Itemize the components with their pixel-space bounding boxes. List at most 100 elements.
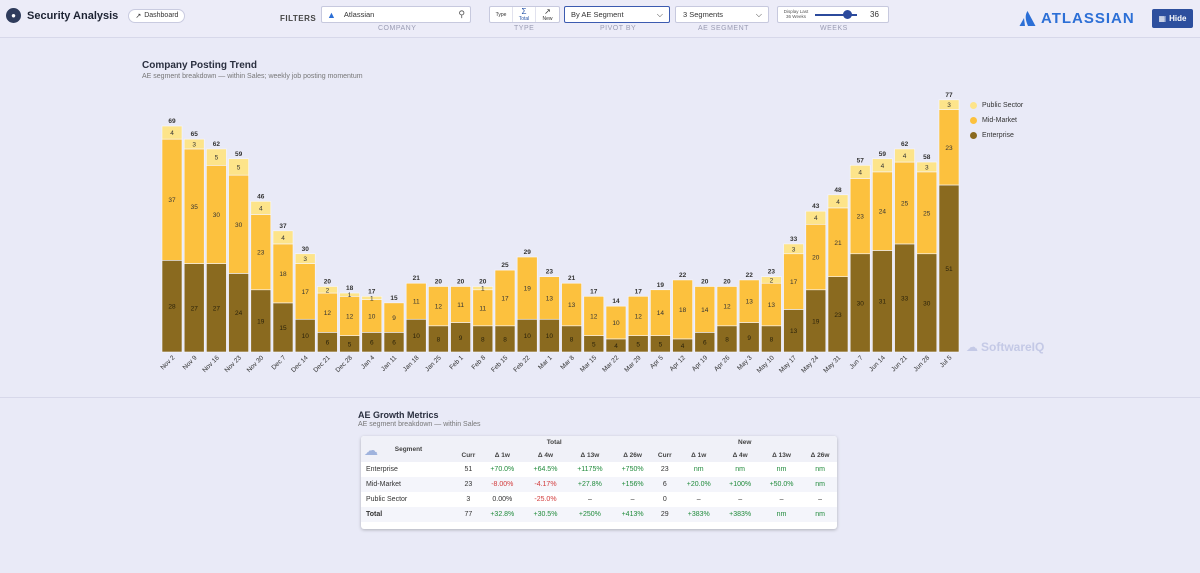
bar-segment[interactable]: [450, 286, 471, 323]
bar-segment[interactable]: [361, 296, 383, 300]
column-header[interactable]: Curr: [461, 452, 476, 459]
bar-segment[interactable]: [383, 302, 405, 333]
data-label: 8: [570, 336, 574, 343]
metric-cell: nm: [815, 466, 825, 473]
bar-segment[interactable]: [405, 282, 427, 320]
weeks-slider-track[interactable]: [815, 14, 857, 16]
search-icon[interactable]: ⚲: [458, 9, 465, 19]
x-tick-label: Feb 22: [512, 354, 532, 374]
bar-segment[interactable]: [161, 125, 183, 140]
legend-label: Mid-Market: [982, 117, 1018, 124]
bar-segment[interactable]: [561, 282, 582, 327]
column-header[interactable]: Δ 26w: [810, 452, 830, 459]
bar-segment[interactable]: [716, 286, 738, 327]
legend-mid-market[interactable]: Mid-Market: [970, 113, 1023, 128]
company-input[interactable]: ▲ Atlassian ⚲: [321, 6, 471, 23]
bar-segment[interactable]: [317, 286, 338, 294]
bar-segment[interactable]: [938, 99, 960, 110]
metric-cell: +413%: [621, 511, 644, 518]
data-label: 35: [191, 204, 199, 211]
segment-select[interactable]: 3 Segments ⌵: [675, 6, 769, 23]
bar-segment[interactable]: [761, 276, 782, 284]
total-label: 77: [945, 92, 953, 99]
metric-cell: nm: [815, 511, 825, 518]
data-label: 17: [501, 295, 509, 302]
weeks-slider-handle[interactable]: [843, 10, 852, 19]
data-label: 13: [568, 302, 576, 309]
bar-segment[interactable]: [872, 158, 893, 173]
metric-cell: +32.8%: [490, 511, 515, 518]
bar-segment[interactable]: [539, 276, 560, 320]
bar-segment[interactable]: [738, 279, 760, 323]
data-label: 18: [279, 271, 287, 278]
pivot-select[interactable]: By AE Segment ⌵: [564, 6, 670, 23]
data-label: 3: [925, 164, 929, 171]
bar-segment[interactable]: [583, 296, 605, 336]
weeks-value[interactable]: 36: [870, 10, 879, 19]
bar-segment[interactable]: [827, 194, 849, 209]
bar-segment[interactable]: [294, 253, 316, 264]
column-header[interactable]: Δ 13w: [580, 452, 600, 459]
data-label: 51: [945, 266, 953, 273]
bar-segment[interactable]: [339, 292, 360, 297]
weeks-control[interactable]: Display Last 36 Weeks 36: [777, 6, 889, 23]
bar-segment[interactable]: [250, 201, 272, 215]
column-header[interactable]: Curr: [657, 452, 672, 459]
x-tick-label: Feb 15: [490, 354, 510, 374]
data-label: 9: [392, 315, 396, 322]
filters-label: FILTERS: [280, 14, 317, 23]
bar-segment[interactable]: [228, 158, 249, 176]
bar-segment[interactable]: [272, 230, 294, 245]
bar-segment[interactable]: [694, 286, 716, 333]
bar-segment[interactable]: [805, 210, 827, 225]
metric-cell: 0.00%: [492, 496, 513, 503]
bar-segment[interactable]: [894, 148, 915, 163]
bar-segment[interactable]: [672, 279, 693, 340]
bar-segment[interactable]: [494, 269, 516, 327]
trend-icon: ↗: [544, 7, 551, 16]
bar-segment[interactable]: [183, 138, 205, 150]
bar-segment[interactable]: [428, 286, 449, 327]
table-row: Total 77 +32.8% +30.5% +250% +413% 29 +383% +383…: [361, 507, 837, 522]
data-label: 30: [923, 300, 931, 307]
column-header[interactable]: Δ 1w: [691, 452, 707, 459]
x-tick-label: Dec 28: [334, 354, 354, 374]
data-label: 9: [459, 335, 463, 342]
column-header[interactable]: Δ 13w: [772, 452, 791, 459]
legend-public-sector[interactable]: Public Sector: [970, 98, 1023, 113]
type-toggle[interactable]: Type Σ Total ↗ New: [489, 6, 560, 23]
legend-enterprise[interactable]: Enterprise: [970, 128, 1023, 143]
metric-cell: +27.8%: [577, 481, 602, 488]
bar-segment[interactable]: [605, 305, 627, 340]
hide-button[interactable]: ▦ Hide: [1152, 9, 1193, 28]
column-header[interactable]: Δ 4w: [732, 452, 748, 459]
type-option-type[interactable]: Type: [490, 7, 513, 22]
data-label: 5: [659, 341, 663, 348]
metric-cell: -8.00%: [491, 481, 514, 488]
bar-segment[interactable]: [627, 296, 649, 336]
dashboard-button[interactable]: ↗ Dashboard: [128, 8, 186, 23]
bar-segment[interactable]: [783, 243, 804, 255]
column-header[interactable]: Δ 26w: [623, 452, 642, 459]
column-header[interactable]: Δ 1w: [494, 452, 510, 459]
data-label: 4: [259, 205, 263, 212]
bar-segment[interactable]: [916, 161, 938, 173]
total-label: 65: [191, 131, 199, 138]
column-header[interactable]: Δ 4w: [537, 452, 554, 459]
data-label: 4: [881, 163, 885, 170]
data-label: 1: [370, 295, 374, 302]
data-label: 33: [901, 295, 909, 302]
chart-title: Company Posting Trend: [142, 60, 258, 71]
legend-swatch: [970, 117, 977, 124]
bar-segment[interactable]: [849, 165, 871, 179]
type-option-new[interactable]: ↗ New: [536, 7, 559, 22]
type-option-total[interactable]: Σ Total: [513, 7, 536, 22]
growth-metrics-table: ☁ Segment Total New Curr Δ 1w Δ 4w Δ 13w Δ 2…: [361, 436, 837, 529]
metric-cell: +70.0%: [490, 466, 515, 473]
bar-segment[interactable]: [516, 256, 538, 320]
bar-segment[interactable]: [472, 286, 494, 291]
type-label: TYPE: [514, 25, 535, 32]
bar-segment[interactable]: [650, 289, 671, 336]
data-label: 13: [746, 299, 754, 306]
bar-segment[interactable]: [206, 148, 227, 166]
